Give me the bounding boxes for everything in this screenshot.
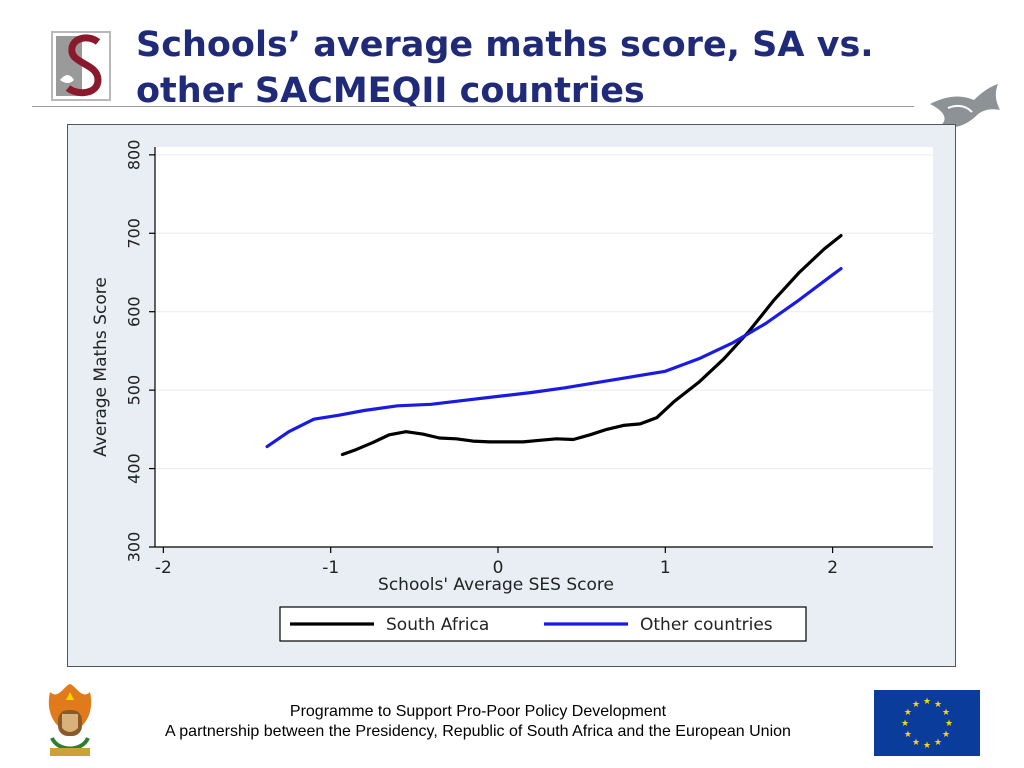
plot-area [155,147,933,547]
x-tick-label: 1 [660,558,671,578]
eu-star-icon: ★ [912,738,920,748]
chart-frame: 300 400 500 600 700 800 -2 -1 0 1 2 Schools' Averag… [67,124,956,667]
y-tick-label: 600 [125,296,144,327]
slide-title-line-1: Schools’ average maths score, SA vs. [136,25,874,65]
eu-flag: ★★★★★★★★★ ★ ★★ [874,690,980,756]
x-axis-label: Schools' Average SES Score [378,575,614,595]
other-countries-line [265,267,843,449]
footer-partnership-text: A partnership between the Presidency, Re… [165,723,791,740]
eu-star-icon: ★ [945,719,953,729]
eu-star-icon: ★ [904,730,912,740]
y-tick-label: 700 [125,218,144,249]
slide-title-line-2: other SACMEQII countries [136,71,645,111]
eu-star-icon: ★ [912,700,920,710]
legend-item-other-countries: Other countries [640,615,773,635]
eu-star-icon: ★ [923,697,931,707]
s-crest-logo [51,31,111,101]
x-tick-label: 0 [493,558,504,578]
legend-item-south-africa: South Africa [386,615,489,635]
title-divider [32,106,914,107]
x-tick-label: -2 [155,558,172,578]
eu-star-icon: ★ [934,738,942,748]
eu-star-icon: ★ [934,700,942,710]
x-tick-label: 2 [827,558,838,578]
coat-of-arms [48,684,92,756]
slide-title: Schools’ average maths score, SA vs. oth… [136,22,896,114]
y-axis-label: Average Maths Score [91,277,111,457]
y-tick-label: 300 [125,532,144,563]
south-africa-line [340,233,843,457]
line-chart: 300 400 500 600 700 800 -2 -1 0 1 2 Schools' Averag… [91,140,933,642]
footer-programme-text: Programme to Support Pro-Poor Policy Dev… [289,703,667,720]
eu-star-icon: ★ [942,708,950,718]
eu-star-icon: ★ [942,730,950,740]
eu-star-icon: ★ [904,708,912,718]
x-tick-label: -1 [322,558,339,578]
y-tick-label: 800 [125,140,144,171]
y-tick-label: 400 [125,453,144,484]
fish-logo [930,84,1000,128]
y-tick-label: 500 [125,375,144,406]
eu-flag-field [874,690,980,756]
eu-star-icon: ★ [923,741,931,751]
eu-star-icon: ★ [901,719,909,729]
